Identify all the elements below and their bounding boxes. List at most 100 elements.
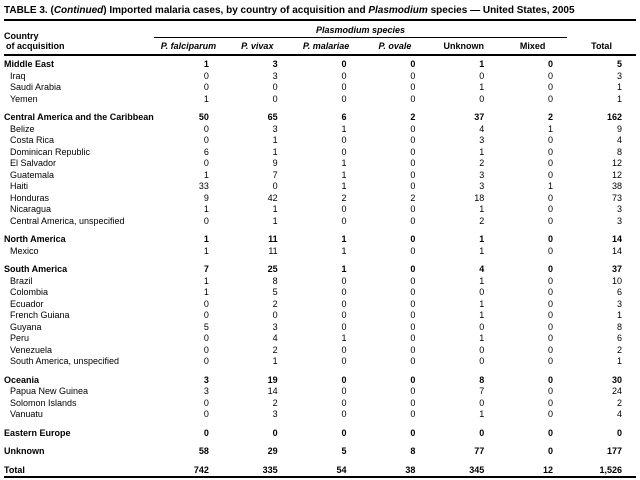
cell-value: 11: [268, 245, 278, 256]
cell-value: 1: [341, 158, 347, 168]
table-row: Haiti 33 0 1 0 3 1 38: [4, 181, 636, 193]
cell-value: 0: [410, 135, 416, 145]
cell-value: 14: [611, 245, 622, 256]
column-header: Total: [567, 37, 636, 56]
cell-value: 3: [479, 181, 485, 191]
table-row: Mexico 1 11 1 0 1 0 14: [4, 246, 636, 258]
cell-value: 0: [203, 215, 209, 226]
column-header: P. ovale: [360, 37, 430, 56]
row-label: Yemen: [10, 93, 38, 104]
table-body: Middle East 1 3 0 0 1 0 5 Iraq 0 3 0 0 0 0 3 Saudi Arabi…: [4, 55, 636, 477]
cell-value: 9: [272, 158, 278, 168]
cell-value: 8: [410, 446, 416, 456]
column-header-label: P. vivax: [241, 41, 274, 51]
malaria-cases-table: Country of acquisition Plasmodium specie…: [4, 21, 636, 478]
cell-value: 162: [606, 112, 622, 122]
cell-value: 0: [548, 93, 554, 104]
cell-value: 1: [616, 82, 622, 92]
cell-value: 0: [548, 275, 554, 286]
cell-value: 0: [548, 310, 554, 320]
cell-value: 2: [410, 192, 416, 203]
column-header: P. malariae: [291, 37, 361, 56]
row-label: Eastern Europe: [4, 427, 71, 438]
cell-value: 0: [410, 215, 416, 226]
row-label: Solomon Islands: [10, 397, 77, 408]
cell-value: 0: [548, 397, 554, 408]
cell-value: 3: [479, 135, 485, 145]
cell-value: 9: [616, 123, 622, 134]
cell-value: 3: [272, 59, 278, 69]
table-row: Peru 0 4 1 0 1 0 6: [4, 333, 636, 345]
cell-value: 2: [616, 344, 622, 355]
cell-value: 0: [341, 275, 347, 286]
table-row: Saudi Arabia 0 0 0 0 1 0 1: [4, 82, 636, 94]
cell-value: 7: [272, 169, 278, 180]
cell-value: 2: [272, 397, 278, 408]
row-label: South America, unspecified: [10, 356, 120, 366]
cell-value: 0: [479, 397, 485, 408]
table-row: French Guiana 0 0 0 0 1 0 1: [4, 310, 636, 322]
cell-value: 0: [479, 344, 485, 355]
cell-value: 4: [479, 123, 485, 134]
row-label: Papua New Guinea: [10, 386, 89, 396]
column-header: Mixed: [498, 37, 568, 56]
cell-value: 0: [410, 298, 416, 309]
cell-value: 8: [479, 374, 485, 385]
table-row: Eastern Europe 0 0 0 0 0 0 0: [4, 421, 636, 440]
cell-value: 33: [198, 181, 209, 191]
row-label: Ecuador: [10, 298, 44, 309]
table-row: Middle East 1 3 0 0 1 0 5: [4, 55, 636, 71]
cell-value: 3: [272, 409, 278, 419]
cell-value: 0: [410, 264, 416, 274]
cell-value: 10: [611, 275, 622, 286]
cell-value: 0: [479, 356, 485, 366]
cell-value: 4: [479, 264, 485, 274]
row-label: Iraq: [10, 70, 26, 81]
cell-value: 5: [203, 321, 209, 332]
cell-value: 0: [341, 310, 347, 320]
cell-value: 0: [548, 374, 554, 385]
cell-value: 8: [272, 275, 278, 286]
cell-value: 0: [410, 123, 416, 134]
row-label: Central America, unspecified: [10, 215, 125, 226]
cell-value: 0: [548, 135, 554, 145]
cell-value: 0: [341, 356, 347, 366]
table-row: Iraq 0 3 0 0 0 0 3: [4, 71, 636, 83]
cell-value: 58: [198, 446, 209, 456]
cell-value: 38: [405, 464, 416, 475]
row-label: Guatemala: [10, 169, 55, 180]
country-header-line2: of acquisition: [6, 41, 65, 51]
title-segment: Plasmodium: [368, 5, 428, 16]
row-label: Haiti: [10, 181, 29, 191]
cell-value: 37: [611, 264, 622, 274]
cell-value: 0: [341, 287, 347, 297]
cell-value: 50: [198, 112, 209, 122]
cell-value: 0: [548, 356, 554, 366]
cell-value: 0: [548, 264, 554, 274]
cell-value: 77: [474, 446, 485, 456]
cell-value: 12: [611, 158, 622, 168]
row-label: Total: [4, 464, 25, 475]
cell-value: 6: [616, 287, 622, 297]
column-header-label: P. ovale: [378, 41, 412, 51]
cell-value: 0: [410, 245, 416, 256]
row-label: Vanuatu: [10, 409, 43, 419]
cell-value: 1: [616, 356, 622, 366]
cell-value: 1: [272, 215, 278, 226]
cell-value: 8: [616, 321, 622, 332]
cell-value: 0: [616, 427, 622, 438]
table-row: North America 1 11 1 0 1 0 14: [4, 227, 636, 246]
cell-value: 1: [341, 234, 347, 244]
cell-value: 0: [341, 397, 347, 408]
table-row: Costa Rica 0 1 0 0 3 0 4: [4, 135, 636, 147]
table-row: Yemen 1 0 0 0 0 0 1: [4, 94, 636, 106]
cell-value: 5: [272, 287, 278, 297]
cell-value: 1: [203, 59, 209, 69]
cell-value: 2: [272, 344, 278, 355]
cell-value: 0: [410, 275, 416, 286]
cell-value: 0: [548, 70, 554, 81]
cell-value: 1: [479, 275, 485, 286]
table-row: Dominican Republic 6 1 0 0 1 0 8: [4, 147, 636, 159]
table-row: Central America, unspecified 0 1 0 0 2 0 3: [4, 216, 636, 228]
cell-value: 1,526: [599, 464, 622, 475]
